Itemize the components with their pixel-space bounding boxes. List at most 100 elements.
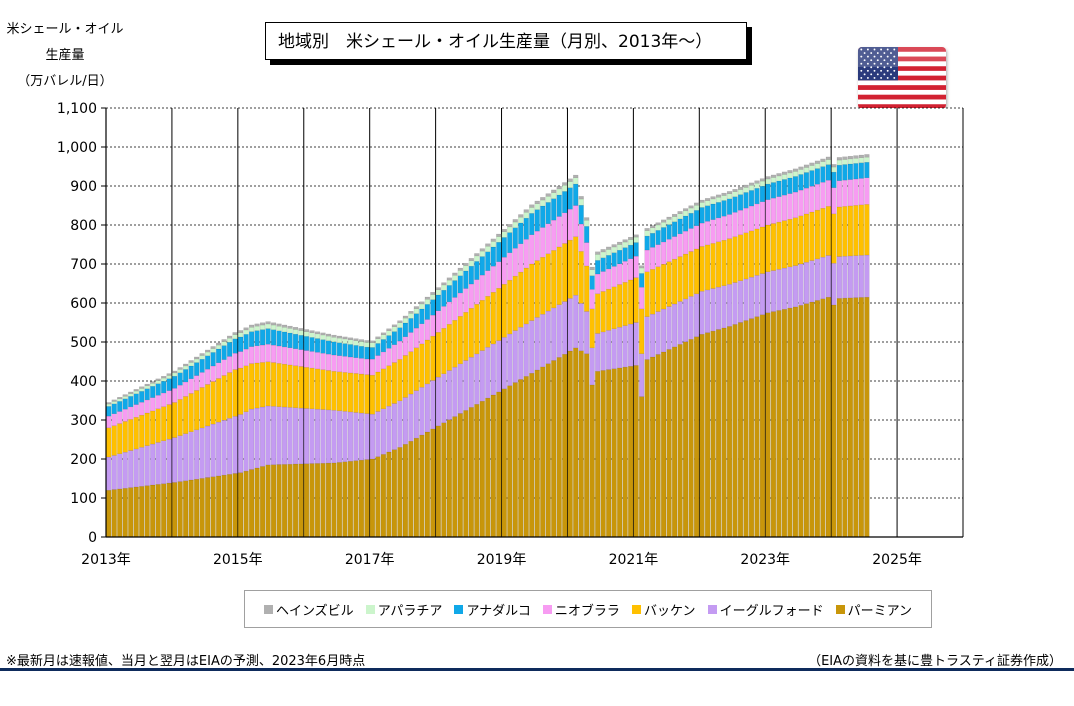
bar-segment: [369, 458, 376, 538]
bar-segment: [836, 298, 842, 538]
bar-segment: [303, 350, 310, 368]
bar-segment: [248, 408, 255, 470]
bar-segment: [715, 194, 722, 198]
bar-segment: [858, 162, 864, 179]
bar-segment: [556, 246, 562, 305]
bar-segment: [259, 324, 266, 330]
bar-segment: [292, 463, 299, 538]
bar-segment: [474, 253, 480, 257]
bar-segment: [177, 384, 183, 400]
bar-segment: [836, 206, 842, 257]
bar-segment: [358, 412, 365, 461]
bar-segment: [243, 365, 249, 412]
bar-segment: [617, 263, 623, 285]
bar-segment: [759, 226, 766, 274]
bar-segment: [534, 209, 540, 232]
plot-area: [106, 108, 963, 537]
bar-segment: [523, 323, 529, 377]
bar-segment: [364, 374, 370, 414]
bar-segment: [853, 178, 859, 206]
y-tick-label: 400: [70, 374, 97, 390]
bar-segment: [507, 224, 513, 228]
bar-segment: [545, 363, 551, 538]
bar-segment: [221, 375, 227, 421]
bar-segment: [303, 367, 310, 409]
bar-segment: [474, 304, 480, 355]
bar-segment: [512, 219, 518, 223]
bar-segment: [622, 239, 628, 243]
bar-segment: [737, 210, 744, 235]
bar-segment: [364, 346, 370, 360]
legend-swatch-appalachia: [365, 604, 375, 614]
bar-segment: [276, 406, 282, 465]
bar-segment: [435, 425, 441, 538]
bar-segment: [177, 481, 183, 538]
bar-segment: [452, 272, 458, 276]
bar-segment: [386, 405, 392, 453]
bar-segment: [150, 443, 156, 486]
bar-segment: [342, 356, 348, 373]
bar-segment: [633, 236, 639, 243]
bar-segment: [776, 269, 782, 311]
bar-segment: [584, 353, 590, 538]
bar-segment: [847, 155, 853, 160]
bar-segment: [655, 266, 661, 312]
bar-segment: [803, 167, 810, 173]
bar-segment: [792, 306, 799, 538]
bar-segment: [446, 324, 452, 371]
bar-segment: [161, 376, 167, 379]
bar-segment: [325, 340, 332, 355]
bar-segment: [787, 193, 793, 220]
bar-segment: [243, 348, 249, 367]
bar-segment: [325, 335, 332, 341]
bar-segment: [765, 183, 771, 200]
bar-segment: [584, 242, 590, 267]
bar-segment: [699, 291, 705, 335]
bar-segment: [276, 325, 282, 332]
bar-segment: [446, 301, 452, 325]
bar-segment: [556, 357, 562, 538]
bar-segment: [831, 166, 837, 173]
bar-segment: [858, 157, 864, 163]
bar-segment: [512, 275, 518, 331]
bar-segment: [699, 334, 705, 538]
bar-segment: [243, 329, 249, 335]
bar-segment: [325, 409, 332, 464]
x-tick-label: 2013年: [81, 552, 131, 568]
bar-segment: [721, 195, 727, 201]
bar-segment: [584, 265, 590, 312]
bar-segment: [776, 173, 782, 177]
bar-segment: [298, 328, 304, 331]
bar-segment: [446, 277, 452, 281]
bar-segment: [507, 385, 513, 538]
bar-segment: [172, 372, 178, 377]
bar-segment: [518, 222, 524, 244]
bar-segment: [682, 215, 689, 232]
bar-segment: [556, 194, 562, 217]
bar-segment: [375, 336, 381, 339]
bar-segment: [380, 408, 387, 455]
bar-segment: [693, 293, 700, 337]
bar-segment: [765, 312, 771, 538]
bar-segment: [172, 375, 178, 389]
bar-segment: [435, 376, 441, 427]
bar-segment: [419, 343, 425, 388]
bar-segment: [161, 380, 167, 394]
bar-segment: [743, 232, 749, 280]
bar-segment: [556, 304, 562, 358]
bar-segment: [606, 268, 612, 290]
bar-segment: [232, 353, 238, 370]
bar-segment: [803, 262, 810, 304]
bar-segment: [342, 338, 348, 344]
bar-segment: [562, 182, 568, 186]
bar-segment: [759, 178, 766, 182]
bar-segment: [270, 406, 277, 465]
bar-segment: [820, 158, 826, 162]
bar-segment: [320, 463, 326, 538]
bar-segment: [386, 348, 392, 366]
bar-segment: [595, 251, 601, 255]
bar-segment: [781, 194, 788, 221]
bar-segment: [518, 379, 524, 538]
bar-segment: [227, 335, 233, 339]
bar-segment: [622, 282, 628, 326]
